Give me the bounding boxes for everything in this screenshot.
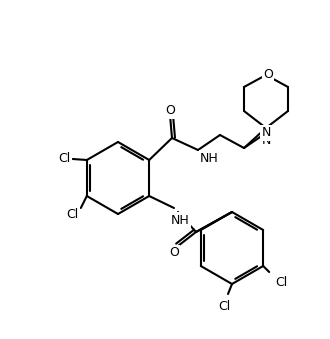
Text: NH: NH xyxy=(171,214,189,226)
Text: Cl: Cl xyxy=(218,299,230,313)
Text: N: N xyxy=(261,135,271,147)
Text: Cl: Cl xyxy=(59,152,71,164)
Text: O: O xyxy=(169,246,179,259)
Text: N: N xyxy=(261,126,271,140)
Text: Cl: Cl xyxy=(67,207,79,220)
Text: O: O xyxy=(263,68,273,81)
Text: NH: NH xyxy=(200,152,219,164)
Text: Cl: Cl xyxy=(275,276,287,288)
Text: O: O xyxy=(165,104,175,118)
